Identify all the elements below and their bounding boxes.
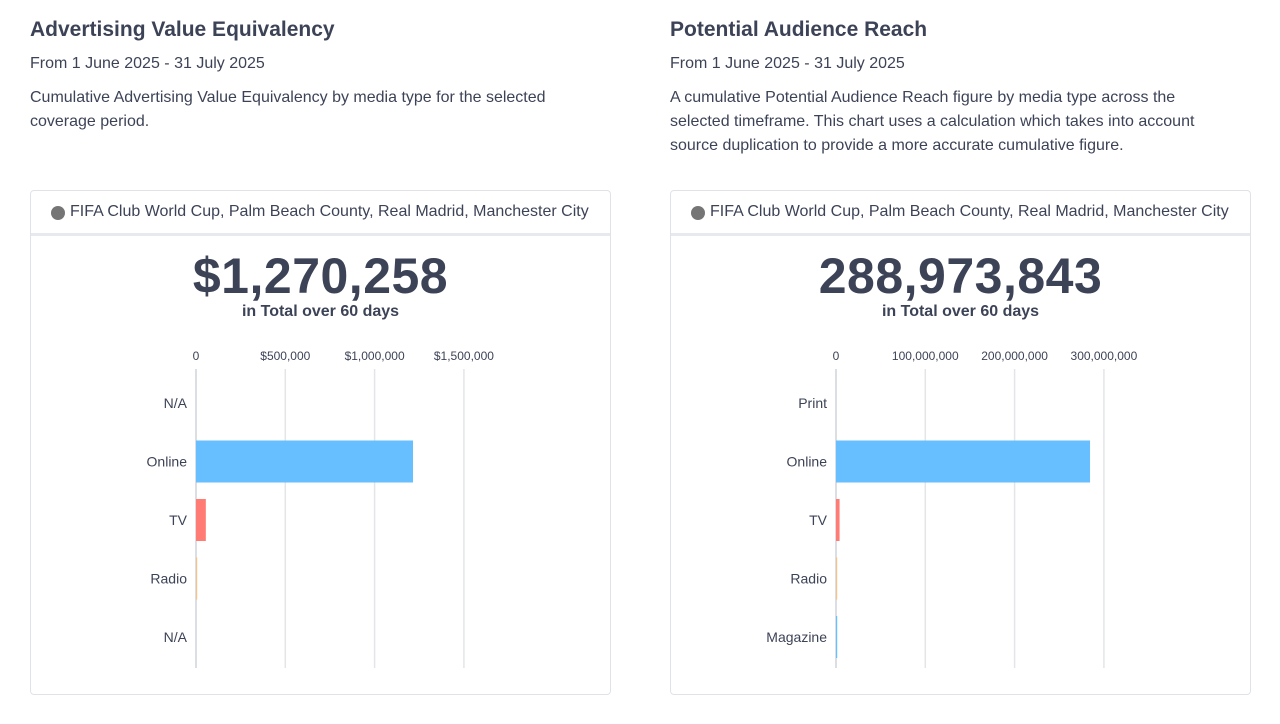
y-category-label: TV	[809, 512, 828, 528]
bar-chart: 0 $500,000 $1,000,000 $1,500,000 N/A Online TV…	[147, 349, 494, 668]
total-caption: in Total over 60 days	[241, 303, 400, 320]
legend-label[interactable]: FIFA Club World Cup, Palm Beach County, …	[710, 203, 1229, 220]
y-category-label: N/A	[164, 629, 188, 645]
x-tick-label: 0	[833, 349, 840, 363]
y-category-label: Online	[787, 454, 828, 470]
bar-chart: 0 100,000,000 200,000,000 300,000,000 Print O…	[766, 349, 1138, 668]
y-category-label: N/A	[164, 395, 188, 411]
bar-online[interactable]	[836, 440, 1091, 483]
date-range: From 1 June 2025 - 31 July 2025	[670, 55, 905, 72]
x-tick-label: 200,000,000	[981, 349, 1048, 363]
total-value: $1,270,258	[192, 248, 449, 304]
x-tick-label: 300,000,000	[1071, 349, 1138, 363]
bar-tv[interactable]	[836, 499, 840, 541]
legend-label[interactable]: FIFA Club World Cup, Palm Beach County, …	[70, 203, 589, 220]
panel-description: Cumulative Advertising Value Equivalency…	[30, 89, 546, 130]
chart-card: FIFA Club World Cup, Palm Beach County, …	[30, 190, 611, 695]
y-category-label: Online	[147, 454, 188, 470]
panel-title: Advertising Value Equivalency	[30, 18, 335, 41]
x-tick-label: $1,500,000	[434, 349, 494, 363]
x-tick-label: $1,000,000	[345, 349, 405, 363]
total-caption: in Total over 60 days	[881, 303, 1040, 320]
x-tick-label: 0	[193, 349, 200, 363]
y-category-label: TV	[169, 512, 188, 528]
x-tick-label: $500,000	[260, 349, 310, 363]
y-category-label: Radio	[150, 571, 187, 587]
legend[interactable]: FIFA Club World Cup, Palm Beach County, …	[671, 191, 1250, 236]
panel-description: A cumulative Potential Audience Reach fi…	[670, 89, 1195, 154]
bar-radio[interactable]	[196, 557, 198, 600]
bar-tv[interactable]	[196, 499, 206, 541]
legend[interactable]: FIFA Club World Cup, Palm Beach County, …	[31, 191, 610, 236]
date-range: From 1 June 2025 - 31 July 2025	[30, 55, 265, 72]
total-value: 288,973,843	[818, 248, 1103, 304]
chart-card: FIFA Club World Cup, Palm Beach County, …	[670, 190, 1251, 695]
y-category-label: Radio	[790, 571, 827, 587]
legend-dot-icon[interactable]	[51, 206, 65, 220]
bar-magazine[interactable]	[836, 616, 838, 658]
y-category-label: Magazine	[766, 629, 827, 645]
y-category-label: Print	[798, 395, 827, 411]
bar-online[interactable]	[196, 440, 413, 483]
x-tick-label: 100,000,000	[892, 349, 959, 363]
panel-title: Potential Audience Reach	[670, 18, 928, 41]
bar-radio[interactable]	[836, 557, 838, 600]
legend-dot-icon[interactable]	[691, 206, 705, 220]
